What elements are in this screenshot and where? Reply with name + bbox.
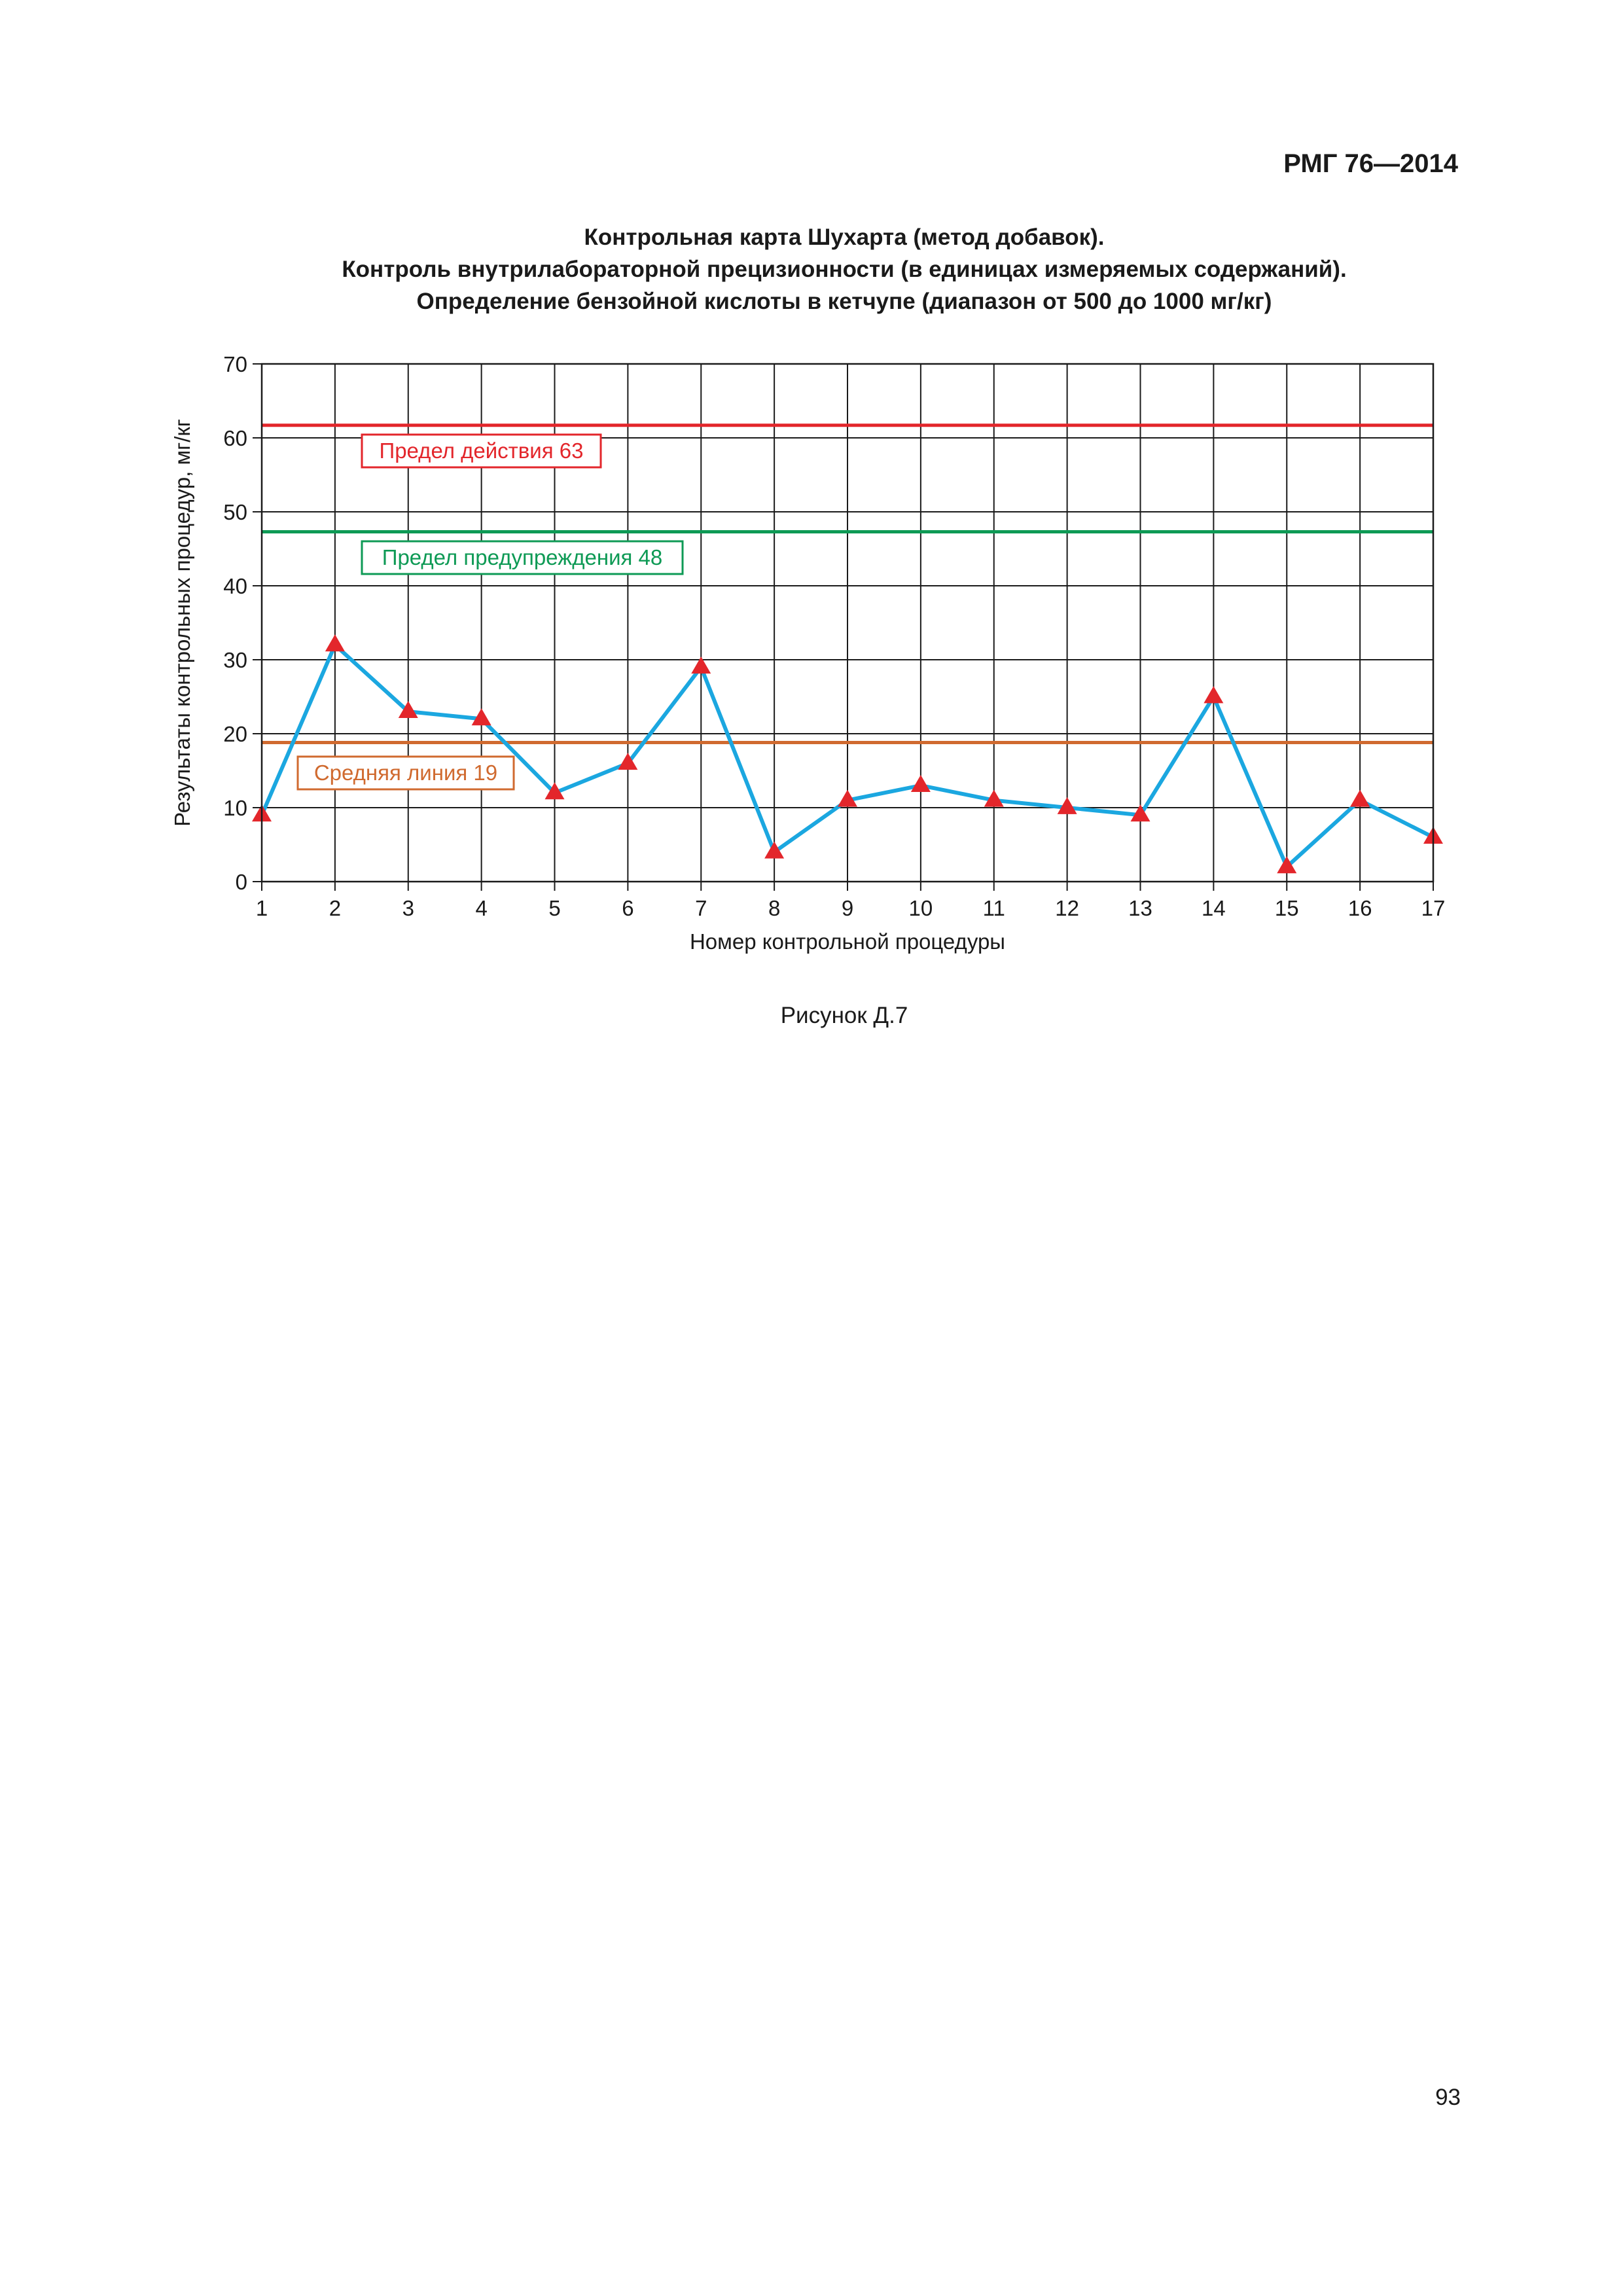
page-number: 93 bbox=[1435, 2085, 1461, 2110]
y-tick-label: 70 bbox=[223, 352, 247, 376]
reference-label: Средняя линия 19 bbox=[314, 761, 497, 785]
y-axis-label: Результаты контрольных процедур, мг/кг bbox=[170, 419, 194, 827]
x-tick-label: 17 bbox=[1421, 896, 1446, 920]
data-point-marker bbox=[1277, 856, 1297, 874]
y-tick-label: 60 bbox=[223, 426, 247, 450]
x-tick-label: 14 bbox=[1202, 896, 1226, 920]
plot-frame bbox=[260, 363, 1435, 883]
data-point-marker bbox=[1057, 797, 1077, 814]
x-tick-label: 15 bbox=[1275, 896, 1299, 920]
chart-title-line-3: Определение бензойной кислоты в кетчупе … bbox=[416, 289, 1272, 314]
x-tick-label: 16 bbox=[1348, 896, 1372, 920]
data-point-marker bbox=[325, 634, 345, 652]
label-layer: Предел действия 63 Предел предупреждения … bbox=[296, 433, 684, 791]
data-point-marker bbox=[691, 656, 711, 674]
data-point-marker bbox=[1204, 686, 1224, 704]
y-tick-label: 50 bbox=[223, 500, 247, 524]
data-point-marker bbox=[1350, 789, 1370, 807]
y-tick-label: 10 bbox=[223, 796, 247, 820]
x-tick-label: 4 bbox=[475, 896, 487, 920]
x-tick-label: 9 bbox=[842, 896, 853, 920]
y-tick-label: 20 bbox=[223, 722, 247, 746]
reference-lines-layer bbox=[262, 423, 1433, 745]
x-tick-label: 6 bbox=[622, 896, 633, 920]
x-tick-label: 10 bbox=[909, 896, 933, 920]
figure-caption: Рисунок Д.7 bbox=[780, 1003, 908, 1028]
x-axis-label: Номер контрольной процедуры bbox=[690, 929, 1005, 954]
reference-label-box bbox=[296, 755, 515, 791]
x-tick-label: 2 bbox=[329, 896, 341, 920]
data-point-marker bbox=[398, 700, 418, 718]
y-tick-label: 30 bbox=[223, 648, 247, 672]
x-tick-label: 3 bbox=[402, 896, 414, 920]
reference-label: Предел предупреждения 48 bbox=[382, 545, 663, 569]
x-tick-label: 7 bbox=[695, 896, 707, 920]
data-point-marker bbox=[471, 708, 491, 726]
x-tick-label: 11 bbox=[983, 896, 1005, 920]
x-tick-label: 1 bbox=[256, 896, 268, 920]
reference-label-box bbox=[361, 540, 684, 575]
data-point-marker bbox=[618, 753, 638, 770]
data-point-marker bbox=[984, 789, 1004, 807]
data-point-marker bbox=[1130, 804, 1150, 822]
document-code: РМГ 76—2014 bbox=[1283, 149, 1458, 178]
data-point-marker bbox=[838, 789, 857, 807]
x-tick-label: 5 bbox=[548, 896, 560, 920]
chart-title-line-2: Контроль внутрилабораторной прецизионнос… bbox=[342, 257, 1347, 282]
x-tick-label: 13 bbox=[1128, 896, 1152, 920]
chart-title-line-1: Контрольная карта Шухарта (метод добавок… bbox=[584, 224, 1105, 250]
data-point-marker bbox=[910, 774, 931, 792]
x-tick-label: 12 bbox=[1055, 896, 1079, 920]
reference-label: Предел действия 63 bbox=[379, 439, 583, 463]
x-tick-label: 8 bbox=[768, 896, 780, 920]
reference-label-box bbox=[361, 433, 602, 469]
y-tick-label: 40 bbox=[223, 574, 247, 598]
data-point-marker bbox=[544, 782, 565, 800]
data-point-marker bbox=[764, 841, 785, 859]
chart-title: Контрольная карта Шухарта (метод добавок… bbox=[0, 221, 1623, 317]
y-tick-label: 0 bbox=[236, 870, 247, 894]
